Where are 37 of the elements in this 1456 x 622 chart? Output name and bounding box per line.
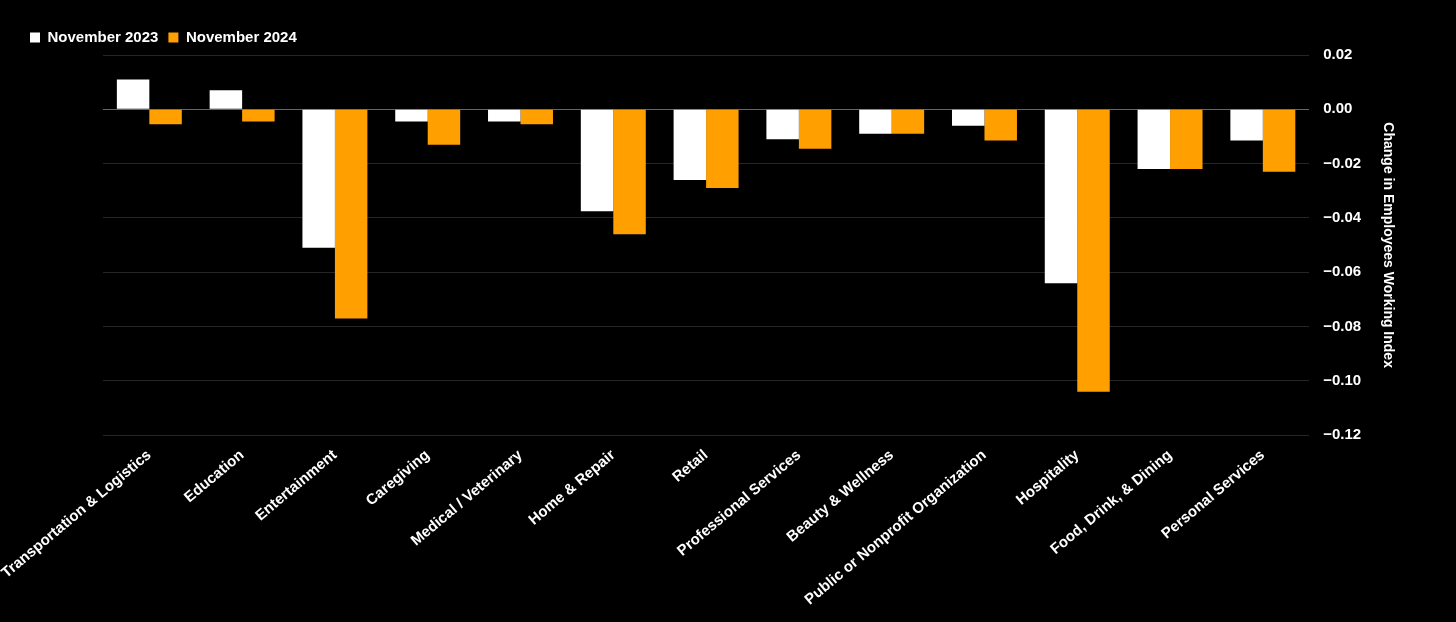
bar (1230, 109, 1263, 141)
y-axis-title: Change in Employees Working Index (1380, 122, 1397, 369)
bar (1044, 109, 1078, 284)
bar (766, 109, 799, 140)
bar (395, 109, 428, 122)
y-tick-label: −0.10 (1323, 371, 1362, 389)
bar (951, 109, 985, 126)
legend-label: November 2023 (47, 27, 159, 45)
bar (673, 109, 707, 180)
bar (798, 109, 832, 149)
bar (984, 109, 1017, 141)
bar (302, 109, 335, 248)
bar (1262, 109, 1296, 172)
bar (706, 109, 739, 189)
y-tick-label: −0.04 (1323, 208, 1362, 226)
y-tick-label: 0.00 (1323, 99, 1353, 117)
bar (116, 79, 150, 109)
bar (209, 90, 243, 109)
bar (334, 109, 368, 319)
legend-label: November 2024 (185, 27, 298, 45)
y-tick-label: −0.08 (1323, 316, 1362, 334)
bar (891, 109, 925, 134)
y-tick-label: −0.06 (1323, 262, 1362, 280)
bar (1077, 109, 1110, 392)
bar (1137, 109, 1171, 170)
bar (427, 109, 461, 145)
bar (859, 109, 892, 134)
bar (520, 109, 553, 125)
bar (613, 109, 646, 235)
bar (149, 109, 182, 125)
bar (242, 109, 275, 122)
y-tick-label: −0.02 (1323, 153, 1362, 171)
bar (488, 109, 521, 122)
y-tick-label: −0.12 (1323, 425, 1362, 443)
bar (1170, 109, 1203, 170)
bar (580, 109, 614, 212)
y-tick-label: 0.02 (1323, 45, 1353, 63)
